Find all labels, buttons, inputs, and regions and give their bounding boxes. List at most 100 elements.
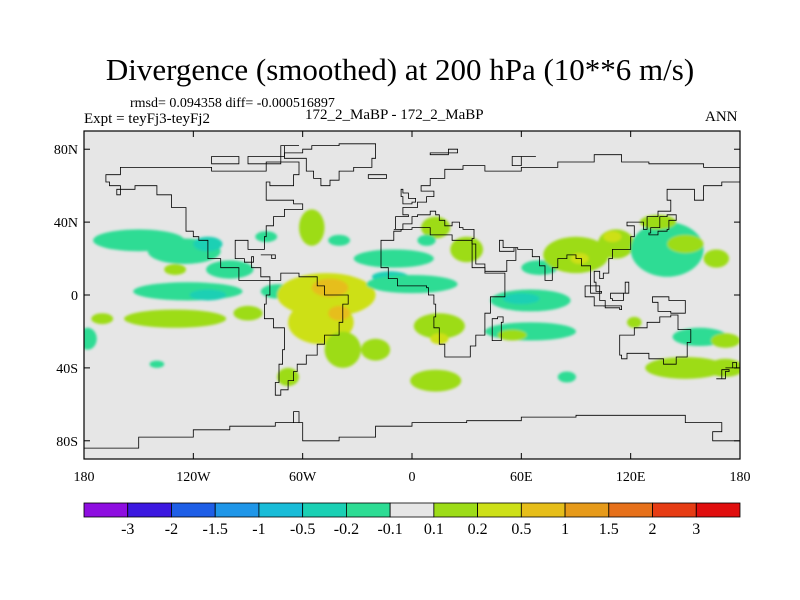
y-tick-label: 80S (56, 435, 78, 450)
colorbar-swatch (258, 502, 304, 518)
x-tick-label: 120W (176, 470, 211, 485)
colorbar-swatch (652, 502, 697, 518)
coastline (648, 214, 677, 236)
divergence-region (353, 249, 434, 268)
coastline (367, 174, 387, 179)
divergence-region (133, 282, 243, 301)
divergence-region (503, 293, 540, 305)
colorbar-swatch (477, 502, 522, 518)
y-tick-label: 40N (54, 216, 78, 231)
coastline (429, 148, 458, 156)
divergence-region (311, 278, 349, 297)
colorbar-level-label: -1 (252, 521, 265, 538)
divergence-region (328, 234, 351, 246)
divergence-region (206, 260, 254, 279)
colorbar-level-label: -0.1 (377, 521, 402, 538)
x-tick-label: 180 (74, 470, 95, 485)
x-tick-label: 60E (510, 470, 533, 485)
divergence-region (667, 234, 704, 254)
season-label: ANN (705, 109, 738, 125)
map-plot-area: 180 120W 60W 0 60E 120E 180 80N 40N 0 40S 80S (54, 130, 751, 485)
divergence-region (710, 333, 740, 348)
y-tick-label: 80N (54, 143, 78, 158)
x-tick-label: 0 (409, 470, 416, 485)
divergence-region (707, 358, 740, 377)
colorbar-swatch (83, 502, 129, 518)
colorbar-swatch (608, 502, 653, 518)
experiment-label: Expt = teyFj3-teyFj2 (84, 111, 210, 127)
divergence-region (164, 264, 187, 275)
divergence-region (497, 329, 527, 341)
colorbar-swatch (695, 502, 741, 518)
coastline (84, 411, 740, 459)
divergence-region (328, 305, 351, 321)
coastline (603, 305, 622, 310)
rmsd-diff-stats: rmsd= 0.094358 diff= -0.000516897 (130, 96, 335, 111)
divergence-region (421, 216, 451, 239)
y-tick-label: 40S (56, 362, 78, 377)
colorbar-level-label: 0.2 (468, 521, 488, 538)
divergence-region (84, 327, 97, 350)
case-label: 172_2_MaBP - 172_2_MaBP (305, 107, 484, 123)
colorbar-level-label: 1.5 (599, 521, 619, 538)
colorbar-level-label: 0.1 (424, 521, 444, 538)
coastline (247, 145, 299, 165)
coastline (610, 281, 630, 301)
colorbar-swatch (520, 502, 566, 518)
divergence-region (417, 234, 436, 246)
divergence-region (484, 322, 576, 341)
colorbar-level-label: 3 (692, 521, 700, 538)
colorbar-swatch (171, 502, 216, 518)
coastline (393, 154, 740, 294)
coastline (105, 161, 304, 281)
divergence-region (627, 316, 642, 328)
colorbar-level-label: 2 (649, 521, 657, 538)
colorbar-swatch (564, 502, 610, 518)
coastline (264, 272, 349, 396)
colorbar-level-label: 0.5 (511, 521, 531, 538)
colorbar-swatch (302, 502, 347, 518)
coastline (716, 369, 730, 380)
colorbar-level-label: -1.5 (203, 521, 228, 538)
colorbar-swatch (127, 502, 172, 518)
divergence-field (84, 209, 740, 392)
coastline (652, 296, 686, 314)
x-tick-label: 120E (616, 470, 646, 485)
x-tick-label: 180 (730, 470, 751, 485)
colorbar: -3 -2 -1.5 -1 -0.5 -0.2 -0.1 0.1 0.2 0.5 1 1.5 2 3 (83, 502, 741, 538)
divergence-region (410, 369, 462, 392)
divergence-region (91, 313, 114, 325)
divergence-region (149, 360, 165, 368)
divergence-region (450, 236, 484, 263)
divergence-region (124, 309, 227, 328)
coastline (400, 188, 416, 205)
coastlines (84, 143, 740, 459)
colorbar-swatch (433, 502, 479, 518)
divergence-region (360, 338, 391, 361)
colorbar-level-label: -0.5 (290, 521, 315, 538)
divergence-region (557, 371, 577, 383)
coastline (380, 227, 506, 358)
divergence-region (603, 231, 622, 243)
chart-title: Divergence (smoothed) at 200 hPa (10**6 … (105, 52, 695, 87)
coastline (511, 156, 536, 166)
coastline (260, 254, 276, 259)
colorbar-level-label: 1 (561, 521, 569, 538)
colorbar-level-label: -2 (165, 521, 178, 538)
colorbar-swatch (214, 502, 260, 518)
colorbar-swatch (389, 502, 435, 518)
divergence-region (324, 331, 361, 368)
coastline (619, 314, 692, 365)
colorbar-level-label: -3 (121, 521, 134, 538)
y-tick-label: 0 (71, 289, 78, 304)
divergence-region (645, 356, 726, 379)
divergence-region (703, 249, 730, 268)
divergence-region (233, 305, 263, 321)
x-tick-label: 60W (289, 470, 317, 485)
colorbar-level-label: -0.2 (334, 521, 359, 538)
divergence-region (299, 209, 325, 246)
divergence-region (189, 289, 227, 301)
colorbar-swatch (345, 502, 391, 518)
divergence-region (413, 313, 465, 339)
